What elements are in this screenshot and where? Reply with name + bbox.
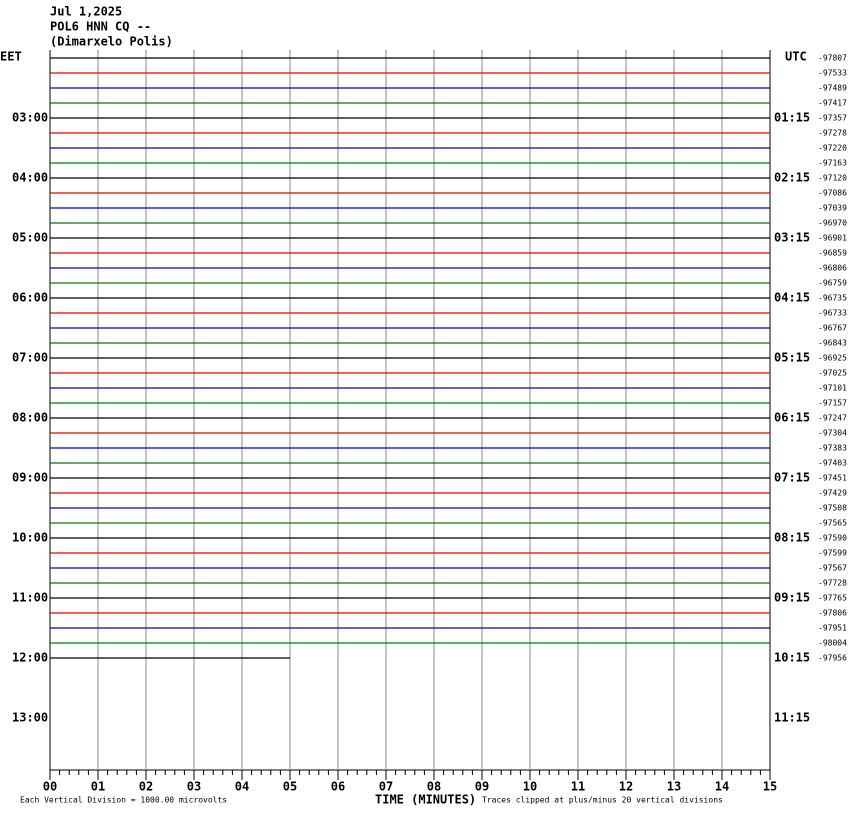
header-location: (Dimarxelo Polis) [50,35,173,49]
right-time: 06:15 [774,411,810,425]
left-time: 06:00 [12,291,48,305]
trace-offset: -97728 [818,579,847,588]
left-time: 04:00 [12,171,48,185]
right-time: 08:15 [774,531,810,545]
left-time: 03:00 [12,111,48,125]
trace-offset: -96735 [818,294,847,303]
trace-offset: -97451 [818,474,847,483]
trace-offset: -96859 [818,249,847,258]
left-time: 07:00 [12,351,48,365]
left-zone: EET [0,50,22,64]
x-tick-label: 12 [619,780,633,794]
trace-offset: -96759 [818,279,847,288]
header-station: POL6 HNN CQ -- [50,20,151,34]
trace-offset: -96733 [818,309,847,318]
left-time: 09:00 [12,471,48,485]
right-time: 11:15 [774,711,810,725]
header-date: Jul 1,2025 [50,5,122,19]
right-time: 05:15 [774,351,810,365]
trace-offset: -96767 [818,324,847,333]
trace-offset: -97304 [818,429,847,438]
right-zone: UTC [785,50,807,64]
x-tick-label: 00 [43,780,57,794]
right-time: 07:15 [774,471,810,485]
x-tick-label: 04 [235,780,249,794]
x-tick-label: 14 [715,780,729,794]
trace-offset: -97025 [818,369,847,378]
trace-offset: -97086 [818,189,847,198]
left-time: 13:00 [12,711,48,725]
right-time: 02:15 [774,171,810,185]
x-tick-label: 05 [283,780,297,794]
trace-offset: -96843 [818,339,847,348]
footer-right: Traces clipped at plus/minus 20 vertical… [482,796,723,805]
x-tick-label: 06 [331,780,345,794]
trace-offset: -96806 [818,264,847,273]
left-time: 08:00 [12,411,48,425]
trace-offset: -97489 [818,84,847,93]
x-tick-label: 10 [523,780,537,794]
trace-offset: -97765 [818,594,847,603]
trace-offset: -97220 [818,144,847,153]
right-time: 09:15 [774,591,810,605]
left-time: 12:00 [12,651,48,665]
trace-offset: -97157 [818,399,847,408]
trace-offset: -97533 [818,69,847,78]
trace-offset: -96925 [818,354,847,363]
trace-offset: -96901 [818,234,847,243]
left-time: 11:00 [12,591,48,605]
trace-offset: -97101 [818,384,847,393]
trace-offset: -97429 [818,489,847,498]
trace-offset: -97807 [818,54,847,63]
trace-offset: -97951 [818,624,847,633]
trace-offset: -97599 [818,549,847,558]
right-time: 04:15 [774,291,810,305]
trace-offset: -97956 [818,654,847,663]
trace-offset: -98004 [818,639,847,648]
x-tick-label: 07 [379,780,393,794]
trace-offset: -97120 [818,174,847,183]
trace-offset: -97278 [818,129,847,138]
right-time: 03:15 [774,231,810,245]
trace-offset: -97403 [818,459,847,468]
x-tick-label: 09 [475,780,489,794]
footer-left: Each Vertical Division = 1000.00 microvo… [20,796,227,805]
x-tick-label: 01 [91,780,105,794]
trace-offset: -97508 [818,504,847,513]
left-time: 10:00 [12,531,48,545]
trace-offset: -97039 [818,204,847,213]
trace-offset: -97806 [818,609,847,618]
trace-offset: -97590 [818,534,847,543]
left-time: 05:00 [12,231,48,245]
x-tick-label: 15 [763,780,777,794]
x-tick-label: 03 [187,780,201,794]
trace-offset: -97247 [818,414,847,423]
right-time: 10:15 [774,651,810,665]
trace-offset: -97565 [818,519,847,528]
right-time: 01:15 [774,111,810,125]
x-tick-label: 08 [427,780,441,794]
x-tick-label: 11 [571,780,585,794]
trace-offset: -96970 [818,219,847,228]
x-tick-label: 13 [667,780,681,794]
trace-offset: -97417 [818,99,847,108]
trace-offset: -97567 [818,564,847,573]
trace-offset: -97357 [818,114,847,123]
trace-offset: -97383 [818,444,847,453]
trace-offset: -97163 [818,159,847,168]
x-label: TIME (MINUTES) [375,793,476,807]
x-tick-label: 02 [139,780,153,794]
